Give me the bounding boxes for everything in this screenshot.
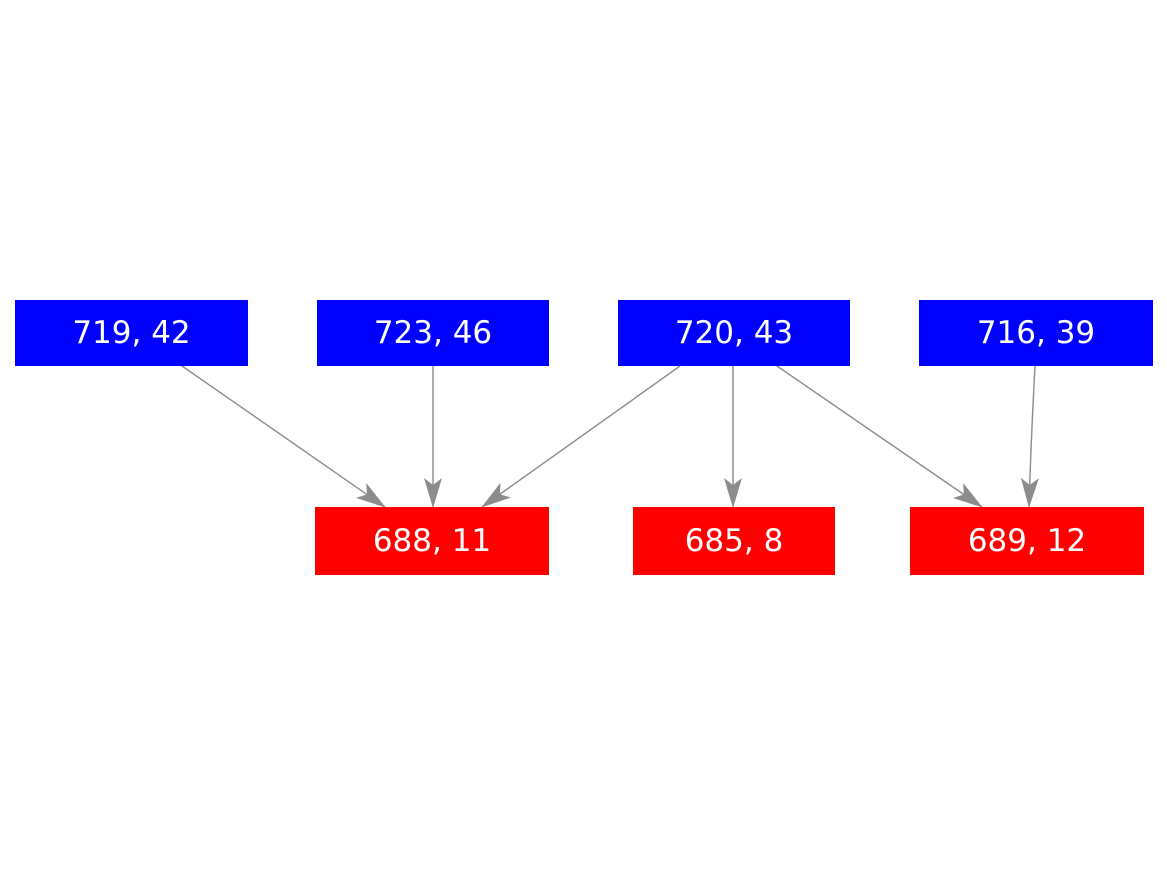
edge-n720-to-n689 xyxy=(776,365,983,508)
graph-node-n716: 716, 39 xyxy=(919,300,1153,366)
edge-n719-to-n688 xyxy=(181,365,386,508)
graph-node-n720: 720, 43 xyxy=(618,300,850,366)
graph-node-n723: 723, 46 xyxy=(317,300,549,366)
graph-node-n685: 685, 8 xyxy=(633,507,835,575)
edge-n720-to-n688 xyxy=(481,365,681,508)
graph-node-n719: 719, 42 xyxy=(15,300,248,366)
graph-node-n688: 688, 11 xyxy=(315,507,549,575)
edge-n716-to-n689 xyxy=(1020,365,1039,508)
graph-node-n689: 689, 12 xyxy=(910,507,1144,575)
